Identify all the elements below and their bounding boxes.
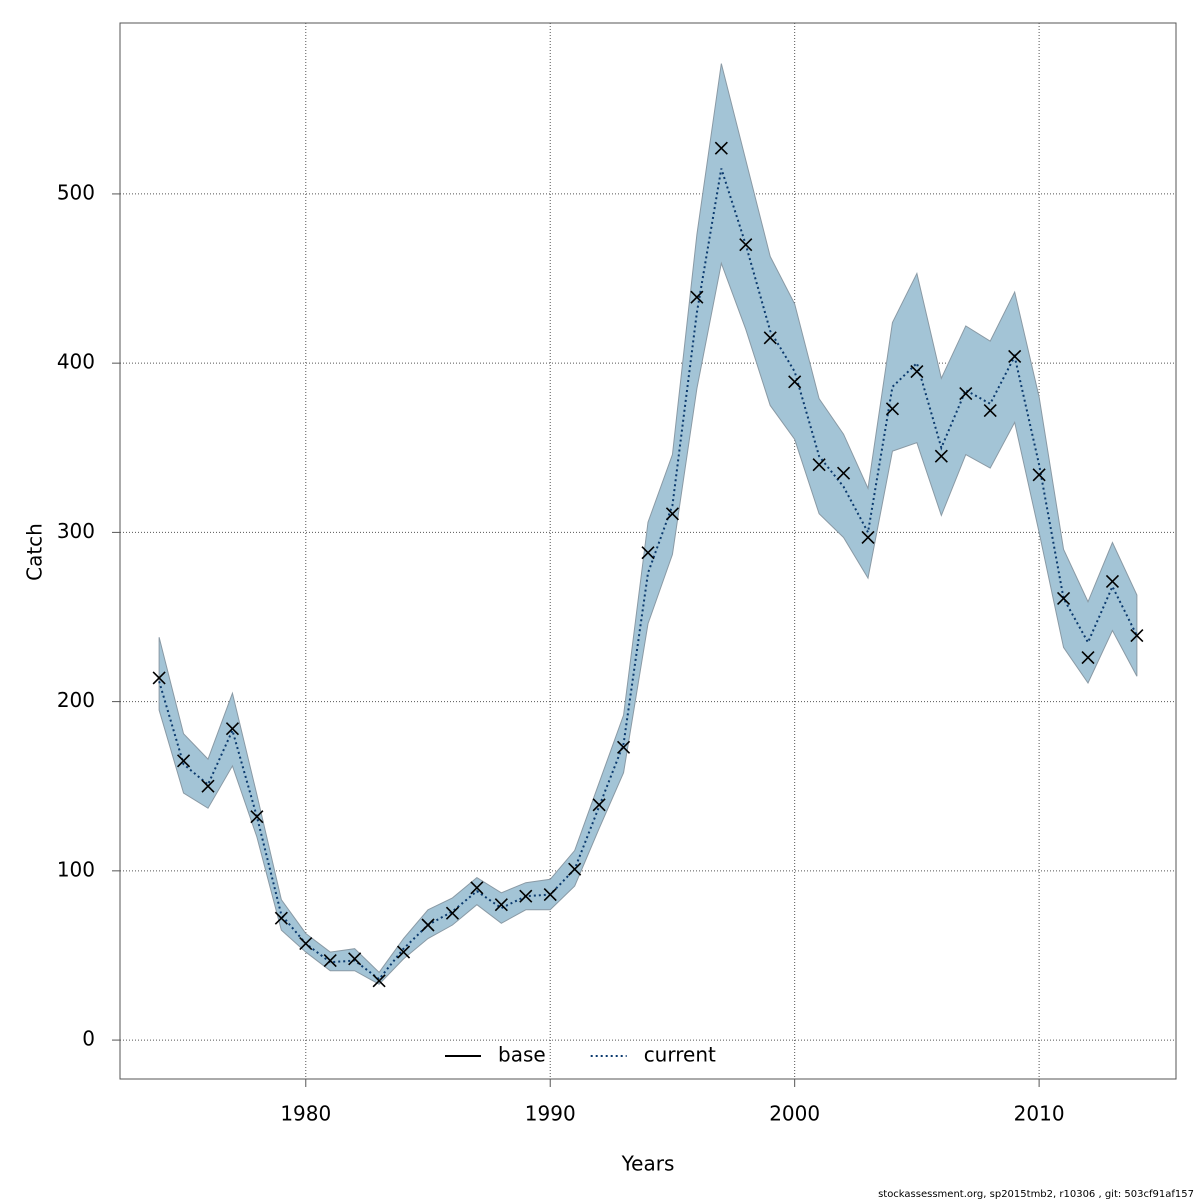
observation: [396, 945, 411, 959]
y-tick-label: 300: [57, 519, 95, 543]
x-tick-label: 1990: [525, 1102, 576, 1126]
observation: [176, 754, 191, 768]
observation: [421, 918, 435, 932]
observation: [299, 937, 313, 951]
observation: [1105, 574, 1120, 589]
observation: [568, 862, 582, 876]
observation: [983, 403, 997, 418]
observation: [788, 375, 802, 389]
observation: [861, 530, 875, 545]
observation: [836, 466, 851, 480]
observation: [812, 458, 826, 472]
observation: [152, 671, 166, 685]
plot-frame: [119, 22, 1177, 1080]
legend-label: base: [498, 1043, 546, 1067]
observation: [1081, 651, 1095, 665]
observation: [372, 974, 386, 988]
observation: [934, 449, 948, 463]
observation: [323, 953, 337, 968]
observation: [274, 911, 288, 925]
observation: [1056, 591, 1071, 605]
x-tick-label: 1980: [280, 1102, 331, 1126]
x-axis-label: Years: [621, 1152, 675, 1176]
observation: [470, 881, 484, 895]
observation: [885, 402, 900, 416]
observation: [1032, 468, 1046, 482]
observation: [494, 898, 508, 912]
legend-label: current: [644, 1043, 716, 1067]
observation: [592, 798, 606, 812]
observation: [250, 810, 264, 824]
observation: [690, 290, 704, 304]
observation: [714, 141, 728, 155]
x-tick-label: 2000: [769, 1102, 820, 1126]
observation: [959, 387, 973, 401]
observation: [519, 889, 533, 903]
y-tick-label: 0: [82, 1027, 95, 1051]
observation: [1130, 629, 1144, 643]
observation: [201, 779, 215, 793]
observation: [616, 740, 631, 754]
observation: [348, 952, 362, 966]
observation: [1008, 349, 1022, 363]
observation: [763, 331, 777, 345]
y-axis-label: Catch: [23, 523, 47, 581]
confidence-band: [158, 63, 1138, 985]
observation: [910, 365, 924, 379]
y-tick-label: 500: [57, 180, 95, 204]
observation: [225, 722, 240, 736]
y-tick-label: 400: [57, 350, 95, 374]
footer: stockassessment.org, sp2015tmb2, r10306 …: [878, 1189, 1194, 1200]
observation: [665, 507, 680, 521]
x-tick-label: 2010: [1014, 1102, 1065, 1126]
observation: [739, 238, 753, 252]
observation: [445, 906, 460, 920]
y-tick-label: 200: [57, 688, 95, 712]
y-tick-label: 100: [57, 857, 95, 881]
observation: [543, 887, 557, 902]
observation: [641, 546, 655, 560]
fit-line: [158, 168, 1138, 981]
